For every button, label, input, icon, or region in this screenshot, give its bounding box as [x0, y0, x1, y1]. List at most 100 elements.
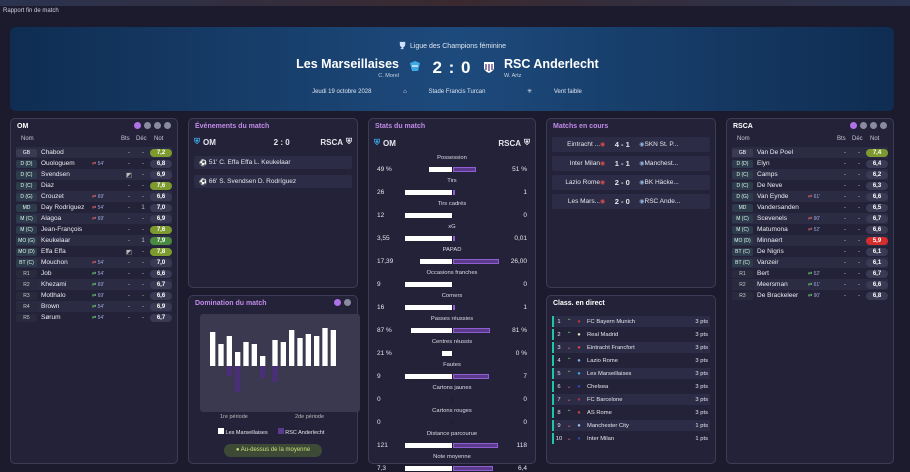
table-row[interactable]: 2 ⌃ ● Real Madrid 3 pts: [552, 329, 710, 340]
player-row[interactable]: R2 Meersman ⇄ 61' - -6,6: [732, 279, 888, 290]
player-name[interactable]: Motlhalo: [41, 292, 66, 299]
event-row[interactable]: ⚽ 66' S. Svendsen D. Rodríguez: [194, 175, 352, 188]
player-name[interactable]: Vandersanden: [757, 204, 799, 211]
pager-dot-icon[interactable]: [344, 299, 351, 306]
player-row[interactable]: R3 De Brackeleer ⇄ 90' - -6,8: [732, 290, 888, 301]
table-row[interactable]: 1 ⌃ ● FC Bayern Munich 3 pts: [552, 316, 710, 327]
player-name[interactable]: Alagoa: [41, 215, 62, 222]
player-name[interactable]: Elyn: [757, 160, 770, 167]
event-row[interactable]: ⚽ 51' C. Effa Effa L. Keukelaar: [194, 156, 352, 169]
player-name[interactable]: Vanzeir: [757, 259, 779, 266]
player-name[interactable]: Svendsen: [41, 171, 70, 178]
pager-dot-icon[interactable]: [134, 122, 141, 129]
player-row[interactable]: R4 Brown ⇄ 54' - -6,9: [16, 301, 172, 312]
player-name[interactable]: Camps: [757, 171, 778, 178]
live-match-row[interactable]: Eintracht ... ◉ 4 - 1 ◉ SKN St. P...: [552, 137, 710, 152]
player-row[interactable]: MO (D) Minnaert - -5,9: [732, 235, 888, 246]
col-dec[interactable]: Déc: [852, 136, 863, 142]
breadcrumb[interactable]: Rapport fin de match: [3, 8, 59, 14]
player-row[interactable]: D (D) Ouologuem ⇄ 54' - -6,8: [16, 158, 172, 169]
player-row[interactable]: BT (C) Mouchon ⇄ 54' - -7,0: [16, 257, 172, 268]
player-row[interactable]: R2 Khezami ⇄ 69' - -6,7: [16, 279, 172, 290]
player-name[interactable]: Mouchon: [41, 259, 68, 266]
table-row[interactable]: 8 ⌃ ● AS Rome 3 pts: [552, 407, 710, 418]
player-name[interactable]: Effa Effa: [41, 248, 66, 255]
col-bts[interactable]: Bts: [121, 136, 130, 142]
player-name[interactable]: Matumona: [757, 226, 788, 233]
pager-dot-icon[interactable]: [850, 122, 857, 129]
player-row[interactable]: D (C) Svendsen ◩ -6,9: [16, 169, 172, 180]
player-name[interactable]: Jean-François: [41, 226, 83, 233]
player-name[interactable]: Chabod: [41, 149, 64, 156]
player-row[interactable]: M (C) Jean-François - -7,6: [16, 224, 172, 235]
table-row[interactable]: 3 ⌄ ● Eintracht Francfort 3 pts: [552, 342, 710, 353]
player-name[interactable]: Keukelaar: [41, 237, 71, 244]
away-manager[interactable]: W. Artz: [504, 73, 522, 79]
home-manager[interactable]: C. Morel: [378, 73, 399, 79]
player-name[interactable]: Ouologuem: [41, 160, 75, 167]
player-name[interactable]: Sørum: [41, 314, 61, 321]
player-name[interactable]: Meersman: [757, 281, 788, 288]
player-row[interactable]: MD Vandersanden - -6,5: [732, 202, 888, 213]
player-row[interactable]: R1 Bert ⇄ 52' - -6,7: [732, 268, 888, 279]
player-row[interactable]: M (C) Matumona ⇄ 52' - -6,6: [732, 224, 888, 235]
player-name[interactable]: Bert: [757, 270, 769, 277]
player-name[interactable]: De Neve: [757, 182, 783, 189]
player-row[interactable]: D (C) De Neve - -6,3: [732, 180, 888, 191]
table-row[interactable]: 10 ⌄ ● Inter Milan 1 pts: [552, 433, 710, 444]
pager-dot-icon[interactable]: [880, 122, 887, 129]
table-row[interactable]: 7 ⌄ ● FC Barcelone 3 pts: [552, 394, 710, 405]
col-name[interactable]: Nom: [737, 136, 750, 142]
player-row[interactable]: BT (C) De Nigris - -6,1: [732, 246, 888, 257]
table-row[interactable]: 6 ⌄ ● Chelsea 3 pts: [552, 381, 710, 392]
away-team-name[interactable]: RSC Anderlecht: [504, 57, 599, 71]
player-name[interactable]: Brown: [41, 303, 60, 310]
table-row[interactable]: 9 ⌄ ● Manchester City 1 pts: [552, 420, 710, 431]
above-average-badge[interactable]: ● Au-dessus de la moyenne: [224, 444, 322, 457]
player-row[interactable]: D (C) Diaz - -7,6: [16, 180, 172, 191]
live-match-row[interactable]: Inter Milan ◉ 1 - 1 ◉ Manchest...: [552, 156, 710, 171]
player-row[interactable]: R3 Motlhalo ⇄ 69' - -6,6: [16, 290, 172, 301]
pager-dot-icon[interactable]: [334, 299, 341, 306]
player-row[interactable]: M (C) Scevenels ⇄ 90' - -6,7: [732, 213, 888, 224]
player-row[interactable]: BT (C) Vanzeir - -6,1: [732, 257, 888, 268]
live-match-row[interactable]: Les Mars... ◉ 2 - 0 ◉ RSC Ande...: [552, 194, 710, 209]
pager-dot-icon[interactable]: [144, 122, 151, 129]
player-row[interactable]: R5 Sørum ⇄ 54' - -6,7: [16, 312, 172, 323]
player-row[interactable]: D (G) Crouzet ⇄ 69' - -6,6: [16, 191, 172, 202]
player-row[interactable]: M (C) Alagoa ⇄ 69' - -6,9: [16, 213, 172, 224]
pager-dot-icon[interactable]: [860, 122, 867, 129]
player-name[interactable]: Job: [41, 270, 52, 277]
player-name[interactable]: Minnaert: [757, 237, 783, 244]
player-name[interactable]: Crouzet: [41, 193, 64, 200]
player-row[interactable]: MD Day Rodríguez ⇄ 54' -1 7,0: [16, 202, 172, 213]
player-name[interactable]: Van Eynde: [757, 193, 789, 200]
player-name[interactable]: Day Rodríguez: [41, 204, 85, 211]
player-name[interactable]: Khezami: [41, 281, 67, 288]
pager-dot-icon[interactable]: [164, 122, 171, 129]
col-name[interactable]: Nom: [21, 136, 34, 142]
pager-dot-icon[interactable]: [154, 122, 161, 129]
player-name[interactable]: Van De Poel: [757, 149, 794, 156]
player-row[interactable]: GB Chabod - -7,2: [16, 147, 172, 158]
player-row[interactable]: GB Van De Poel - -7,4: [732, 147, 888, 158]
player-row[interactable]: D (C) Camps - -6,2: [732, 169, 888, 180]
col-not[interactable]: Not: [154, 136, 164, 142]
player-row[interactable]: D (G) Van Eynde ⇄ 61' - -6,6: [732, 191, 888, 202]
live-match-row[interactable]: Lazio Rome ◉ 2 - 0 ◉ BK Häcke...: [552, 175, 710, 190]
player-row[interactable]: MO (D) Effa Effa ◩ -7,8: [16, 246, 172, 257]
col-bts[interactable]: Bts: [837, 136, 846, 142]
player-row[interactable]: D (D) Elyn - -6,4: [732, 158, 888, 169]
player-name[interactable]: Diaz: [41, 182, 55, 189]
col-not[interactable]: Not: [870, 136, 880, 142]
panel-pager[interactable]: [131, 122, 171, 131]
col-dec[interactable]: Déc: [136, 136, 147, 142]
panel-pager[interactable]: [331, 299, 351, 308]
player-row[interactable]: R1 Job ⇄ 54' - -6,6: [16, 268, 172, 279]
table-row[interactable]: 4 ⌃ ● Lazio Rome 3 pts: [552, 355, 710, 366]
panel-pager[interactable]: [847, 122, 887, 131]
player-name[interactable]: De Brackeleer: [757, 292, 799, 299]
table-row[interactable]: 5 ⌃ ● Les Marseillaises 3 pts: [552, 368, 710, 379]
player-name[interactable]: Scevenels: [757, 215, 787, 222]
player-name[interactable]: De Nigris: [757, 248, 784, 255]
